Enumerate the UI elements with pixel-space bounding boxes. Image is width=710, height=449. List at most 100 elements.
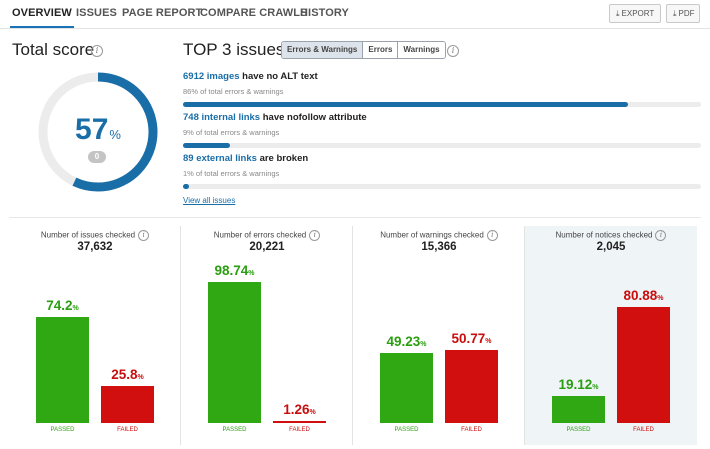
score-unit: % xyxy=(109,127,121,142)
passed-bar xyxy=(208,281,261,423)
failed-value-number: 50.77 xyxy=(451,331,486,347)
failed-bar xyxy=(101,386,154,423)
passed-value-number: 49.23 xyxy=(386,333,421,349)
failed-value-number: 1.26 xyxy=(283,402,310,417)
panel-divider xyxy=(524,226,525,445)
info-icon[interactable]: i xyxy=(138,230,150,241)
notices-checked-panel: Number of notices checked i 2,045 xyxy=(525,226,697,445)
failed-value-number: 80.88 xyxy=(623,288,658,304)
issue-share-fill xyxy=(183,184,190,189)
failed-bar xyxy=(617,307,670,423)
panel-count: 20,221 xyxy=(249,241,285,253)
issue-text: 748 internal links have nofollow attribu… xyxy=(183,112,703,123)
passed-value-number: 98.74 xyxy=(214,262,249,278)
passed-caption: PASSED xyxy=(50,427,75,433)
passed-value-label: 74.2% xyxy=(22,298,103,313)
info-icon[interactable]: i xyxy=(309,230,321,241)
panel-count: 2,045 xyxy=(596,241,626,253)
panel-divider xyxy=(352,226,353,445)
warnings-checked-panel: Number of warnings checked i 15,366 xyxy=(353,226,525,445)
donut-fill xyxy=(38,72,158,192)
issue-share-text: 9% of total errors & warnings xyxy=(183,128,280,137)
issue-filter-toggle: Errors & Warnings Errors Warnings xyxy=(281,41,446,59)
issue-share-bar xyxy=(183,102,701,107)
download-icon: ⤓ xyxy=(616,9,620,18)
failed-caption: FAILED xyxy=(461,427,482,433)
info-icon[interactable]: i xyxy=(486,230,498,241)
info-icon[interactable]: i xyxy=(655,230,667,241)
errors-checked-panel: Number of errors checked i 20,221 xyxy=(181,226,353,445)
issue-link[interactable]: 748 internal links xyxy=(183,112,261,123)
panel-title: Number of warnings checked i xyxy=(353,230,525,241)
issue-link[interactable]: 89 external links xyxy=(183,153,257,164)
failed-value-label: 1.26% xyxy=(259,402,340,417)
issue-description: have nofollow attribute xyxy=(260,112,367,123)
export-label: EXPORT xyxy=(621,9,655,18)
tab-page-report[interactable]: PAGE REPORT xyxy=(122,7,203,19)
passed-bar xyxy=(36,316,89,423)
percent-sign: % xyxy=(485,338,492,346)
failed-value-label: 50.77% xyxy=(431,331,512,346)
panel-title-text: Number of warnings checked xyxy=(380,230,484,240)
view-all-issues-link[interactable]: View all issues xyxy=(183,196,236,205)
tab-history[interactable]: HISTORY xyxy=(300,7,349,19)
filter-warnings[interactable]: Warnings xyxy=(397,42,445,58)
issue-share-bar xyxy=(183,184,701,189)
passed-caption: PASSED xyxy=(394,427,419,433)
issue-share-fill xyxy=(183,143,230,148)
download-icon: ⤓ xyxy=(673,9,677,18)
score-number: 57 xyxy=(75,113,109,146)
issue-share-text: 86% of total errors & warnings xyxy=(183,87,284,96)
tab-overview[interactable]: OVERVIEW xyxy=(10,7,74,28)
top-nav: OVERVIEW ISSUES PAGE REPORT COMPARE CRAW… xyxy=(0,0,710,29)
failed-bar xyxy=(445,350,498,423)
pdf-label: PDF xyxy=(678,9,695,18)
percent-sign: % xyxy=(309,409,316,416)
export-button[interactable]: ⤓ EXPORT xyxy=(609,4,661,23)
passed-value-number: 74.2 xyxy=(46,297,73,313)
failed-caption: FAILED xyxy=(633,427,654,433)
issue-link[interactable]: 6912 images xyxy=(183,71,240,82)
issue-share-text: 1% of total errors & warnings xyxy=(183,169,280,178)
issue-item: 748 internal links have nofollow attribu… xyxy=(183,112,703,148)
filter-errors-warnings[interactable]: Errors & Warnings xyxy=(282,42,363,58)
issue-share-fill xyxy=(183,102,629,107)
failed-caption: FAILED xyxy=(289,427,310,433)
passed-caption: PASSED xyxy=(566,427,591,433)
percent-sign: % xyxy=(657,295,664,303)
failed-caption: FAILED xyxy=(117,427,138,433)
filter-errors[interactable]: Errors xyxy=(362,42,398,58)
percent-sign: % xyxy=(248,269,255,277)
info-icon[interactable]: i xyxy=(91,45,103,57)
percent-sign: % xyxy=(420,340,427,348)
panel-title-text: Number of notices checked xyxy=(555,230,653,240)
issue-item: 89 external links are broken 1% of total… xyxy=(183,153,703,189)
percent-sign: % xyxy=(137,374,144,382)
panel-title: Number of issues checked i xyxy=(9,230,181,241)
panel-divider xyxy=(180,226,181,445)
info-icon[interactable]: i xyxy=(447,45,459,57)
passed-bar xyxy=(552,395,605,423)
top3-title: TOP 3 issues: xyxy=(183,40,290,59)
section-divider xyxy=(9,217,701,218)
tab-issues[interactable]: ISSUES xyxy=(76,7,117,19)
issue-share-bar xyxy=(183,143,701,148)
issue-description: have no ALT text xyxy=(239,71,318,82)
total-score-title: Total score xyxy=(12,40,95,59)
failed-bar xyxy=(273,421,326,423)
panel-title: Number of notices checked i xyxy=(525,230,697,241)
passed-value-label: 98.74% xyxy=(194,263,275,278)
passed-value-label: 19.12% xyxy=(538,377,619,392)
pdf-button[interactable]: ⤓ PDF xyxy=(666,4,700,23)
issue-item: 6912 images have no ALT text 86% of tota… xyxy=(183,71,703,107)
percent-sign: % xyxy=(72,304,79,312)
tab-compare-crawls[interactable]: COMPARE CRAWLS xyxy=(200,7,308,19)
issue-text: 6912 images have no ALT text xyxy=(183,71,703,82)
panel-count: 37,632 xyxy=(77,241,113,253)
passed-value-number: 19.12 xyxy=(558,376,593,392)
failed-value-label: 25.8% xyxy=(87,367,168,382)
issue-text: 89 external links are broken xyxy=(183,153,703,164)
panel-title-text: Number of errors checked xyxy=(213,230,307,240)
passed-value-label: 49.23% xyxy=(366,334,447,349)
total-score-value: 57% xyxy=(37,113,159,147)
